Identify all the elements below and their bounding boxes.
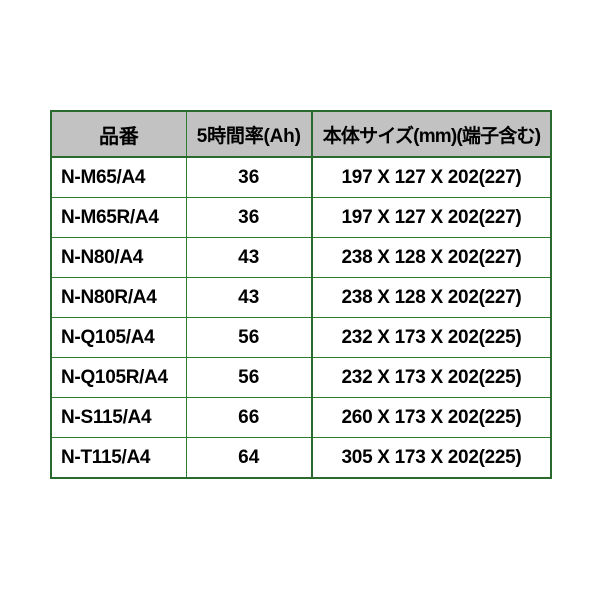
cell-part-number: N-T115/A4 (50, 437, 187, 479)
column-header-part-number: 品番 (50, 110, 187, 158)
cell-part-number: N-Q105R/A4 (50, 357, 187, 398)
column-header-5h-rate: 5時間率(Ah) (185, 110, 313, 158)
cell-5h-rate: 36 (185, 156, 313, 198)
cell-part-number: N-M65R/A4 (50, 197, 187, 238)
table-header: 品番 5時間率(Ah) 本体サイズ(mm)(端子含む) (50, 110, 552, 158)
cell-body-size: 232 X 173 X 202(225) (311, 317, 552, 358)
cell-5h-rate: 43 (185, 237, 313, 278)
cell-part-number: N-N80/A4 (50, 237, 187, 278)
table-row: N-Q105/A4 56 232 X 173 X 202(225) (50, 317, 552, 358)
column-header-body-size: 本体サイズ(mm)(端子含む) (311, 110, 552, 158)
spec-table-container: 品番 5時間率(Ah) 本体サイズ(mm)(端子含む) N-M65/A4 36 19… (50, 110, 552, 479)
table-row: N-N80/A4 43 238 X 128 X 202(227) (50, 237, 552, 278)
cell-body-size: 197 X 127 X 202(227) (311, 197, 552, 238)
cell-body-size: 305 X 173 X 202(225) (311, 437, 552, 479)
table-header-row: 品番 5時間率(Ah) 本体サイズ(mm)(端子含む) (50, 110, 552, 158)
cell-5h-rate: 36 (185, 197, 313, 238)
cell-body-size: 238 X 128 X 202(227) (311, 237, 552, 278)
table-row: N-Q105R/A4 56 232 X 173 X 202(225) (50, 357, 552, 398)
cell-5h-rate: 66 (185, 397, 313, 438)
cell-part-number: N-S115/A4 (50, 397, 187, 438)
table-row: N-T115/A4 64 305 X 173 X 202(225) (50, 437, 552, 479)
table-row: N-N80R/A4 43 238 X 128 X 202(227) (50, 277, 552, 318)
table-row: N-M65R/A4 36 197 X 127 X 202(227) (50, 197, 552, 238)
cell-5h-rate: 56 (185, 357, 313, 398)
table-row: N-M65/A4 36 197 X 127 X 202(227) (50, 156, 552, 198)
cell-5h-rate: 43 (185, 277, 313, 318)
table-row: N-S115/A4 66 260 X 173 X 202(225) (50, 397, 552, 438)
cell-part-number: N-N80R/A4 (50, 277, 187, 318)
battery-spec-table: 品番 5時間率(Ah) 本体サイズ(mm)(端子含む) N-M65/A4 36 19… (50, 110, 552, 479)
table-body: N-M65/A4 36 197 X 127 X 202(227) N-M65R/A4 3… (50, 156, 552, 479)
cell-5h-rate: 64 (185, 437, 313, 479)
cell-part-number: N-M65/A4 (50, 156, 187, 198)
cell-body-size: 197 X 127 X 202(227) (311, 156, 552, 198)
cell-part-number: N-Q105/A4 (50, 317, 187, 358)
cell-body-size: 238 X 128 X 202(227) (311, 277, 552, 318)
cell-5h-rate: 56 (185, 317, 313, 358)
cell-body-size: 260 X 173 X 202(225) (311, 397, 552, 438)
cell-body-size: 232 X 173 X 202(225) (311, 357, 552, 398)
